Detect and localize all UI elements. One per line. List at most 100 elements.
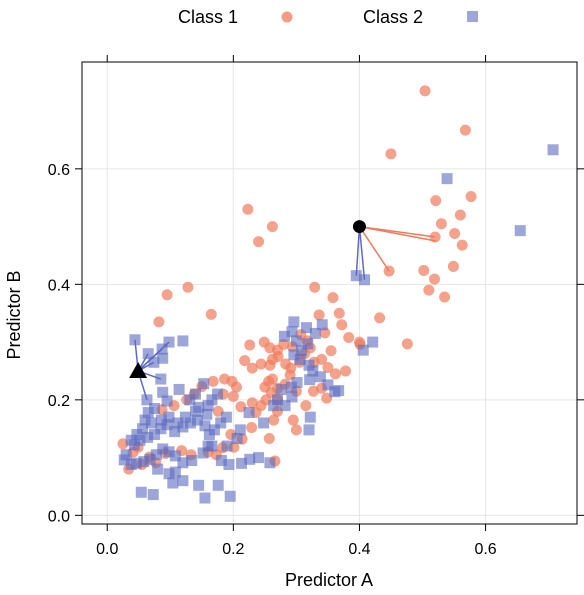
class-1-point — [153, 316, 165, 328]
class-2-point — [149, 403, 161, 414]
plot-frame — [81, 61, 578, 525]
class-1-point — [333, 307, 345, 319]
class-1-point — [313, 309, 325, 321]
class-2-point — [198, 378, 210, 390]
class-1-point — [329, 368, 341, 380]
class-2-point — [285, 381, 297, 393]
query-point-triangle — [129, 361, 148, 378]
class-1-point — [205, 308, 217, 320]
class-2-point — [155, 423, 167, 435]
neighbor-line — [359, 225, 436, 242]
class-2-point — [125, 434, 137, 446]
class-2-point — [169, 450, 181, 462]
class-2-point — [271, 394, 283, 406]
x-tick-label: 0.0 — [96, 541, 118, 558]
class-1-point — [207, 375, 219, 387]
class-1-point — [322, 361, 334, 373]
class-2-point — [279, 400, 291, 412]
class-1-point — [439, 291, 451, 303]
class-2-point — [304, 411, 316, 423]
class-2-point — [304, 374, 316, 386]
class-1-point — [255, 358, 267, 370]
class-2-point — [300, 322, 312, 334]
class-1-point — [239, 355, 251, 367]
class-2-point — [223, 459, 235, 471]
class-2-point — [138, 456, 150, 468]
class-2-point — [177, 457, 189, 469]
x-axis-title: Predictor A — [285, 570, 373, 590]
legend: Class 1 Class 2 — [178, 7, 478, 27]
class-2-point — [177, 335, 189, 347]
y-axis-title: Predictor B — [4, 270, 24, 359]
class-1-point — [447, 260, 459, 272]
plot-border — [81, 61, 578, 525]
class-1-point — [343, 331, 355, 343]
class-2-point — [291, 377, 303, 389]
class-2-point — [253, 452, 265, 464]
class-2-point — [288, 316, 300, 328]
class-1-point — [327, 292, 339, 304]
legend-label-class-2: Class 2 — [363, 7, 423, 27]
class-2-point — [357, 344, 369, 356]
class-2-point — [329, 386, 341, 398]
class-2-point — [179, 411, 191, 423]
class-1-point — [435, 218, 447, 230]
class-2-point — [295, 345, 307, 357]
class-2-point — [184, 417, 196, 429]
class-2-point — [155, 414, 167, 426]
class-2-point — [150, 449, 162, 461]
class-2-point — [208, 424, 220, 436]
class-2-point — [290, 335, 302, 347]
class-2-point — [167, 477, 179, 489]
class-2-point — [177, 475, 189, 487]
class-2-point — [172, 417, 184, 429]
legend-label-class-1: Class 1 — [178, 7, 238, 27]
legend-marker-class-1 — [281, 11, 293, 23]
class-2-point — [212, 388, 224, 400]
class-2-point — [193, 401, 205, 413]
class-1-point — [242, 203, 254, 215]
class-2-point — [268, 400, 280, 412]
class-2-point — [243, 407, 255, 419]
class-1-point — [266, 221, 278, 233]
class-2-point — [302, 338, 314, 350]
class-2-point — [145, 417, 157, 429]
class-2-point — [215, 454, 227, 466]
class-1-point — [246, 362, 258, 374]
class-1-point — [423, 284, 435, 296]
neighbor-line — [137, 341, 170, 372]
class-2-point — [231, 433, 243, 445]
query-point-circle — [352, 220, 366, 234]
class-1-point — [325, 345, 337, 357]
class-1-point — [430, 195, 442, 207]
class-2-point — [441, 173, 453, 185]
class-2-point — [161, 419, 173, 431]
class-2-point — [514, 225, 526, 237]
class-2-point — [157, 386, 169, 398]
class-1-point — [316, 353, 328, 365]
class-2-point — [199, 492, 211, 504]
x-tick-label: 0.4 — [348, 541, 370, 558]
class-2-point — [157, 352, 169, 364]
class-2-point — [206, 394, 218, 406]
class-2-point — [135, 486, 147, 498]
class-2-point — [307, 365, 319, 377]
class-2-point — [163, 446, 175, 458]
class-1-point — [418, 264, 430, 276]
class-2-point — [294, 353, 306, 365]
axis-ticks: 0.0 0.2 0.4 0.6 0.0 0.2 0.4 0.6 — [48, 55, 584, 558]
class-1-point — [300, 400, 312, 412]
class-1-point — [449, 228, 461, 240]
class-2-point — [303, 359, 315, 371]
class-1-point — [258, 336, 270, 348]
class-2-point — [186, 454, 198, 466]
class-2-point — [149, 428, 161, 440]
class-1-point — [336, 319, 348, 331]
class-1-point — [454, 209, 466, 221]
class-1-point — [246, 422, 258, 434]
class-1-point — [244, 339, 256, 351]
class-1-point — [227, 390, 239, 402]
class-2-point — [147, 489, 159, 501]
class-1-point — [419, 85, 431, 97]
class-1-point — [309, 281, 321, 293]
